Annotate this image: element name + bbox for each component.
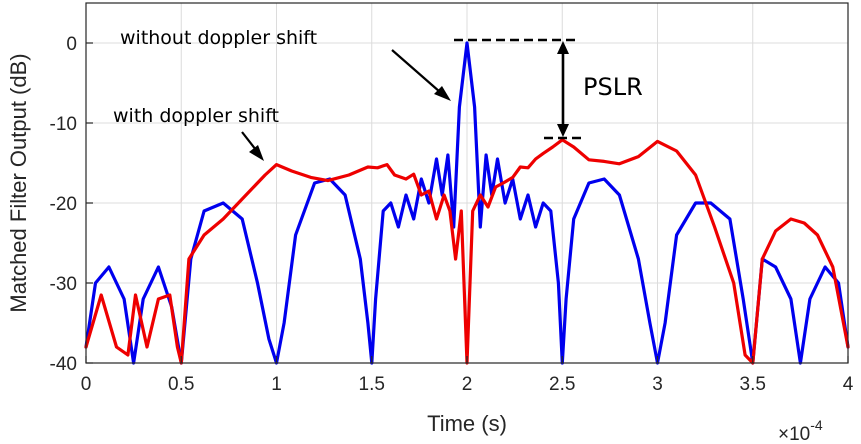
y-tick-label: -10: [50, 114, 77, 135]
x-tick-label: 2.5: [549, 374, 575, 395]
with-doppler-label: with doppler shift: [113, 105, 279, 127]
with-doppler-arrow-head: [249, 145, 264, 161]
x-tick-label: 4: [843, 374, 854, 395]
tick-labels: 0 0.5 1 1.5 2 2.5 3 3.5 4 0 -10 -20 -30 -40: [50, 34, 854, 395]
without-doppler-label: without doppler shift: [120, 27, 317, 49]
series-line-without-doppler: [84, 41, 850, 365]
x-exponent: ×10-4: [778, 417, 823, 444]
pslr-arrow-head-up: [557, 41, 569, 54]
x-tick-label: 3: [652, 374, 663, 395]
pslr-label: PSLR: [583, 73, 643, 101]
y-tick-label: -30: [50, 274, 77, 295]
x-tick-label: 2: [462, 374, 473, 395]
without-doppler-arrow-head: [434, 86, 451, 101]
y-tick-label: -20: [50, 194, 77, 215]
y-tick-label: -40: [50, 354, 77, 375]
grid: [85, 3, 849, 364]
x-tick-label: 0: [81, 374, 92, 395]
x-tick-label: 0.5: [168, 374, 194, 395]
series-line-with-doppler: [84, 138, 850, 365]
series-layer: [84, 41, 850, 365]
pslr-arrow-head-down: [557, 124, 569, 137]
x-tick-label: 3.5: [740, 374, 766, 395]
ticks: [85, 42, 849, 364]
x-tick-label: 1.5: [359, 374, 385, 395]
x-axis-label: Time (s): [427, 411, 507, 436]
x-tick-label: 1: [271, 374, 282, 395]
without-doppler-arrow-line: [391, 49, 441, 93]
with-doppler-arrow-line: [241, 131, 257, 151]
y-tick-label: 0: [66, 34, 77, 55]
y-axis-label: Matched Filter Output (dB): [6, 53, 31, 312]
